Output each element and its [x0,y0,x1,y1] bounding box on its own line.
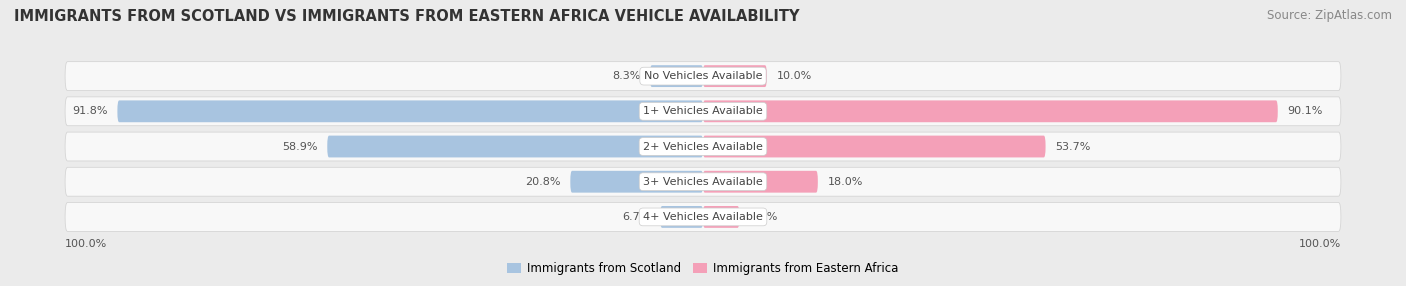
Text: 3+ Vehicles Available: 3+ Vehicles Available [643,177,763,187]
FancyBboxPatch shape [328,136,703,157]
FancyBboxPatch shape [661,206,703,228]
FancyBboxPatch shape [703,100,1278,122]
FancyBboxPatch shape [65,202,1341,231]
Text: 1+ Vehicles Available: 1+ Vehicles Available [643,106,763,116]
Legend: Immigrants from Scotland, Immigrants from Eastern Africa: Immigrants from Scotland, Immigrants fro… [502,257,904,280]
FancyBboxPatch shape [703,65,766,87]
Text: 91.8%: 91.8% [72,106,108,116]
Text: 5.7%: 5.7% [749,212,778,222]
Text: Source: ZipAtlas.com: Source: ZipAtlas.com [1267,9,1392,21]
Text: 100.0%: 100.0% [1299,239,1341,249]
FancyBboxPatch shape [65,97,1341,126]
Text: 10.0%: 10.0% [776,71,811,81]
FancyBboxPatch shape [65,132,1341,161]
FancyBboxPatch shape [703,171,818,193]
FancyBboxPatch shape [118,100,703,122]
Text: 20.8%: 20.8% [526,177,561,187]
Text: 58.9%: 58.9% [283,142,318,152]
Text: 18.0%: 18.0% [827,177,863,187]
FancyBboxPatch shape [703,136,1046,157]
FancyBboxPatch shape [65,62,1341,91]
Text: 53.7%: 53.7% [1054,142,1091,152]
FancyBboxPatch shape [650,65,703,87]
FancyBboxPatch shape [703,206,740,228]
Text: 100.0%: 100.0% [65,239,107,249]
FancyBboxPatch shape [571,171,703,193]
Text: 90.1%: 90.1% [1288,106,1323,116]
Text: IMMIGRANTS FROM SCOTLAND VS IMMIGRANTS FROM EASTERN AFRICA VEHICLE AVAILABILITY: IMMIGRANTS FROM SCOTLAND VS IMMIGRANTS F… [14,9,800,23]
Text: 6.7%: 6.7% [623,212,651,222]
FancyBboxPatch shape [65,167,1341,196]
Text: 8.3%: 8.3% [612,71,641,81]
Text: 4+ Vehicles Available: 4+ Vehicles Available [643,212,763,222]
Text: 2+ Vehicles Available: 2+ Vehicles Available [643,142,763,152]
Text: No Vehicles Available: No Vehicles Available [644,71,762,81]
